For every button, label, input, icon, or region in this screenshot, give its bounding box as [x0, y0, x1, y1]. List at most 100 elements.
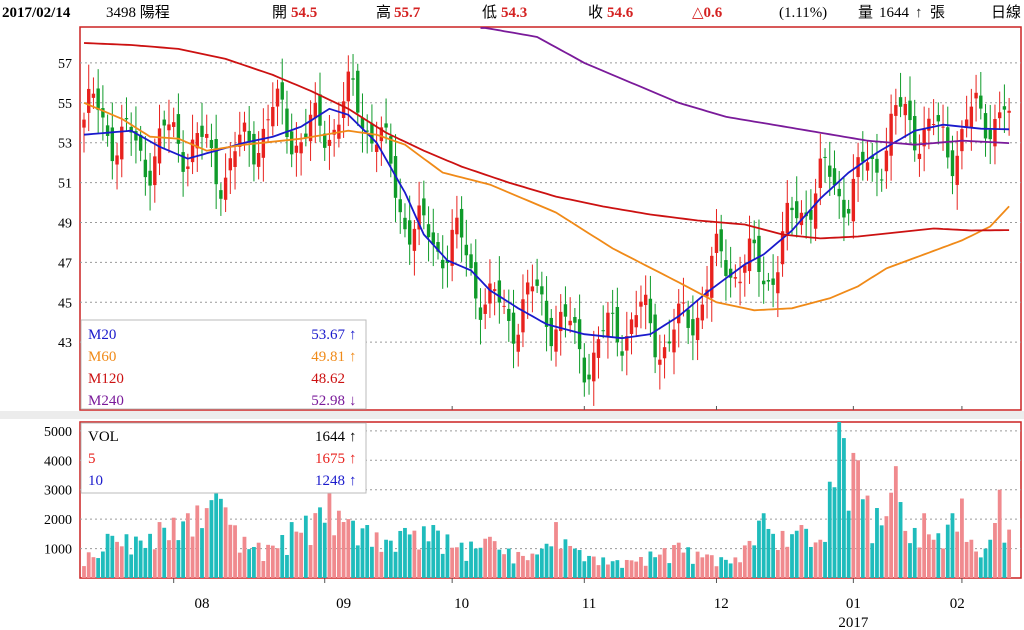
candle-body: [809, 209, 813, 220]
volume-bar: [469, 541, 473, 578]
candle-body: [908, 100, 912, 121]
volume-bar: [275, 548, 280, 578]
candle-body: [828, 165, 832, 177]
candle-body: [823, 156, 827, 158]
candle-body: [931, 124, 936, 126]
legend-value-m120: 48.62: [311, 371, 345, 387]
volume-legend-name: VOL: [88, 429, 119, 445]
candle-body: [507, 308, 511, 321]
candle-body: [681, 302, 686, 304]
volume-bar: [450, 547, 455, 578]
candle-body: [936, 115, 941, 122]
candle-body: [389, 136, 393, 164]
candle-body: [167, 124, 171, 131]
candle-body: [842, 199, 846, 218]
volume-bar: [993, 523, 997, 578]
volume-bar: [572, 548, 577, 578]
candle-body: [549, 317, 553, 347]
volume-bar: [606, 564, 610, 578]
volume-legend-arrow-icon: ↑: [349, 451, 357, 467]
candle-body: [752, 239, 756, 244]
volume-bar: [370, 546, 374, 578]
candle-body: [677, 303, 681, 324]
candle-body: [308, 114, 313, 142]
volume-bar: [110, 535, 115, 578]
volume-bar: [709, 555, 714, 578]
candle-body: [861, 151, 865, 162]
volume-bar: [653, 557, 658, 578]
candle-body: [459, 208, 464, 238]
low-value: 54.3: [501, 5, 528, 21]
volume-bar: [827, 481, 832, 578]
legend-name-m240: M240: [88, 393, 124, 409]
close-value: 54.6: [607, 5, 634, 21]
volume-bar: [643, 565, 648, 578]
volume-bar: [497, 549, 502, 578]
volume-bar: [634, 561, 639, 578]
candle-body: [478, 307, 483, 320]
candle-body: [884, 150, 889, 172]
candle-body: [223, 177, 228, 200]
period-label[interactable]: 日線: [991, 5, 1022, 21]
x-tick-label: 09: [336, 596, 351, 612]
candle-body: [455, 217, 459, 235]
legend-name-m120: M120: [88, 371, 124, 387]
panel-separator: [0, 411, 1024, 419]
candle-body: [662, 347, 667, 359]
candle-body: [776, 272, 780, 294]
volume-bar: [842, 438, 846, 578]
volume-bar: [851, 452, 856, 578]
volume-bar: [549, 546, 554, 578]
candle-body: [837, 188, 841, 197]
volume-legend-value: 1248: [315, 473, 345, 489]
low-label: 低: [482, 5, 498, 21]
volume-bar: [672, 545, 676, 578]
volume-bar: [176, 540, 181, 578]
volume-bar: [185, 513, 190, 578]
volume-legend-name: 5: [88, 451, 96, 467]
volume-legend-arrow-icon: ↑: [349, 429, 357, 445]
legend-name-m20: M20: [88, 327, 116, 343]
volume-bar: [525, 560, 530, 578]
volume-bar: [837, 422, 842, 578]
candle-body: [148, 170, 152, 186]
ma-line-m120: [83, 42, 1010, 240]
volume-bar: [790, 534, 794, 578]
volume-bar: [818, 539, 823, 578]
volume-bar: [912, 527, 917, 578]
volume-bar: [502, 554, 506, 578]
volume-bar: [303, 515, 308, 578]
candle-body: [426, 224, 431, 238]
volume-bar: [115, 541, 119, 578]
x-tick-label: 12: [714, 596, 729, 612]
candle-body: [903, 103, 907, 116]
candle-body: [181, 152, 185, 172]
volume-bar: [322, 522, 327, 578]
volume-bar: [431, 525, 436, 578]
candle-body: [134, 131, 138, 141]
volume-bar: [242, 536, 247, 578]
volume-bar: [351, 520, 355, 578]
volume-bar: [714, 566, 719, 578]
x-tick-label: 08: [195, 596, 210, 612]
volume-bar: [771, 533, 776, 578]
candle-body: [356, 70, 360, 113]
candle-body: [247, 130, 251, 142]
volume-bar: [209, 500, 214, 578]
volume-bar: [799, 525, 804, 578]
candle-body: [653, 314, 657, 358]
volume-bar: [648, 551, 653, 578]
volume-bar: [327, 492, 332, 578]
header-bar: 2017/02/14 3498 陽程 開 54.5 高 55.7 低 54.3 …: [0, 0, 1024, 26]
volume-bar: [266, 544, 270, 578]
volume-bar: [346, 519, 351, 578]
candle-body: [686, 309, 690, 328]
candle-body: [289, 131, 294, 155]
volume-bar: [252, 546, 256, 578]
candle-body: [554, 329, 558, 352]
candle-body: [714, 233, 719, 253]
volume-bar: [988, 539, 993, 578]
volume-bar: [931, 539, 936, 578]
candle-body: [700, 304, 705, 321]
